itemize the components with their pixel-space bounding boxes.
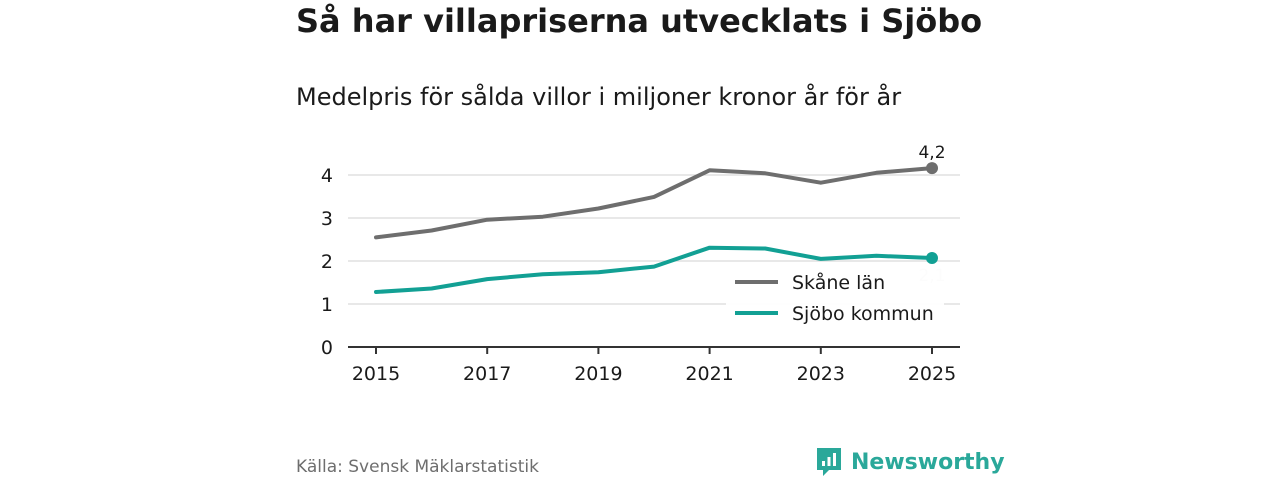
- series-end-point: [926, 162, 938, 175]
- y-tick-label: 3: [321, 208, 333, 230]
- end-value-label: 4,2: [918, 143, 945, 163]
- series-line-sjobo-kommun: [374, 245, 934, 294]
- chart-subtitle: Medelpris för sålda villor i miljoner kr…: [296, 83, 902, 111]
- x-tick-label: 2021: [685, 363, 733, 385]
- brand-name: Newsworthy: [851, 449, 1005, 475]
- source-note: Källa: Svensk Mäklarstatistik: [296, 457, 539, 477]
- y-tick-label: 0: [321, 337, 333, 359]
- legend-label: Sjöbo kommun: [792, 303, 934, 325]
- legend-label: Skåne län: [792, 271, 885, 294]
- x-tick-label: 2015: [352, 363, 400, 385]
- x-tick-label: 2025: [908, 363, 956, 385]
- x-tick-label: 2017: [463, 363, 511, 385]
- x-tick-label: 2019: [574, 363, 622, 385]
- brand-logo[interactable]: Newsworthy: [815, 446, 1005, 478]
- newsworthy-logo-icon: [817, 448, 841, 476]
- y-tick-label: 1: [321, 294, 333, 316]
- legend-background: [726, 266, 944, 328]
- y-tick-label: 4: [321, 165, 333, 187]
- y-tick-label: 2: [321, 251, 333, 273]
- series-end-point: [926, 251, 938, 264]
- x-tick-label: 2023: [797, 363, 845, 385]
- chart-title: Så har villapriserna utvecklats i Sjöbo: [296, 2, 983, 40]
- series-line-skane-lan: [374, 166, 934, 240]
